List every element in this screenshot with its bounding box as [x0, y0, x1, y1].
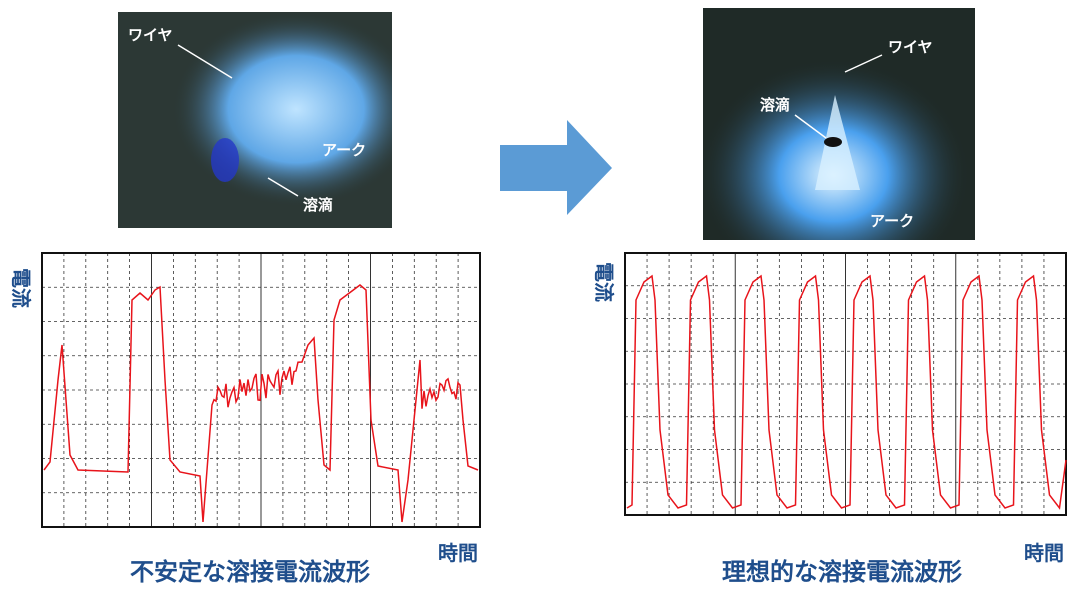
wire-label: ワイヤ [888, 38, 933, 56]
right-waveform [625, 253, 1066, 515]
caption: 理想的な溶接電流波形 [722, 558, 962, 586]
arrow [500, 120, 612, 215]
x-axis-label: 時間 [1024, 541, 1064, 565]
wire-label: ワイヤ [128, 26, 173, 44]
arc-label: アーク [870, 212, 914, 230]
droplet-label: 溶滴 [303, 196, 333, 214]
x-axis-label: 時間 [438, 541, 478, 565]
left-photo: ワイヤ アーク 溶滴 [118, 12, 392, 228]
left-waveform [42, 253, 480, 527]
page: ワイヤ アーク 溶滴 ワイヤ 溶滴 アーク 電流 時間 不安定な溶接電流波形 電… [0, 0, 1081, 589]
right-photo: ワイヤ 溶滴 アーク [703, 8, 975, 240]
y-axis-label: 電流 [9, 268, 33, 308]
caption: 不安定な溶接電流波形 [130, 558, 370, 586]
y-axis-label: 電流 [592, 262, 616, 302]
arc-label: アーク [322, 141, 366, 159]
droplet-label: 溶滴 [760, 96, 790, 114]
